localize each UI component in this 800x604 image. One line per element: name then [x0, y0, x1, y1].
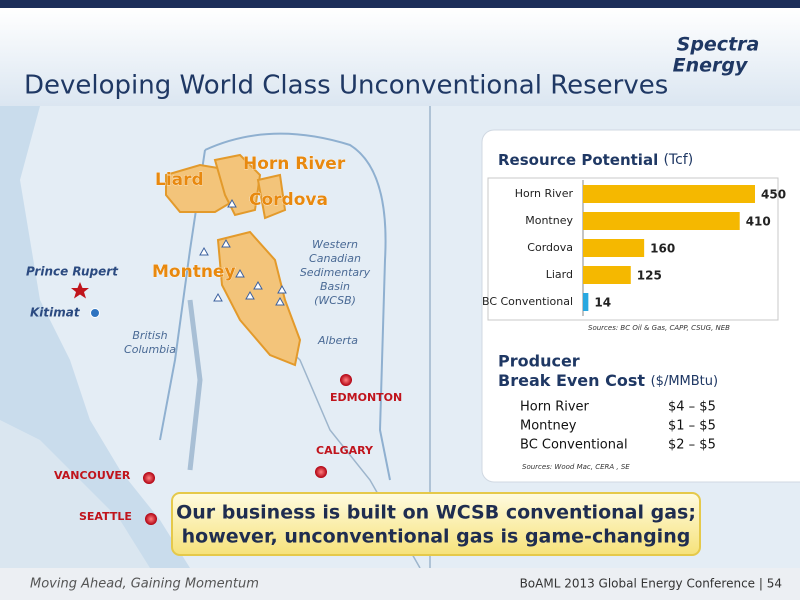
category-label: Cordova — [527, 241, 573, 254]
table-source: Sources: Wood Mac, CERA , SE — [522, 463, 630, 471]
city-label: CALGARY — [316, 444, 374, 457]
city-label: EDMONTON — [330, 391, 402, 404]
section-unit: ($/MMBtu) — [651, 374, 718, 389]
pipeline — [187, 299, 203, 471]
footer — [0, 568, 800, 600]
map-island — [0, 420, 150, 568]
cost-range: $1 – $5 — [668, 419, 716, 434]
region-label: Columbia — [124, 343, 176, 356]
city-label: VANCOUVER — [54, 469, 131, 482]
category-label: Liard — [546, 268, 573, 281]
montney-play — [216, 230, 302, 367]
wells — [199, 198, 287, 306]
value-label: 14 — [594, 296, 611, 310]
bar — [583, 239, 645, 257]
chart-source: Sources: BC Oil & Gas, CAPP, CSUG, NEB — [588, 324, 730, 332]
value-label: 125 — [637, 269, 662, 283]
bar — [583, 185, 755, 203]
category-label: Horn River — [515, 187, 574, 200]
logo: Energy — [673, 55, 749, 77]
section-title: Break Even Cost ($/MMBtu) — [498, 371, 718, 390]
value-label: 160 — [650, 242, 675, 256]
play-label: Montney — [152, 262, 236, 282]
city-dot — [340, 374, 352, 386]
cost-name: Montney — [520, 419, 577, 434]
liard-play — [165, 163, 237, 213]
callout — [171, 492, 701, 556]
callout-text: Our business is built on WCSB convention… — [176, 502, 696, 524]
bar — [583, 212, 740, 230]
category-label: BC Conventional — [482, 295, 573, 308]
play-label: Horn River — [243, 154, 346, 174]
header-bg — [0, 8, 800, 106]
top-band — [0, 0, 800, 8]
town-label: Prince Rupert — [26, 265, 119, 279]
city-label: SEATTLE — [79, 510, 132, 523]
basin-label: Western — [312, 238, 358, 251]
basin-label: (WCSB) — [314, 294, 356, 307]
chart-title-text: Resource Potential — [498, 151, 658, 169]
bar — [583, 293, 589, 311]
cost-range: $2 – $5 — [668, 438, 716, 453]
section-title-text: Break Even Cost — [498, 371, 645, 390]
slide-title: Developing World Class Unconventional Re… — [24, 71, 668, 101]
basin-label: Canadian — [309, 252, 361, 265]
bars: Horn River 450 Montney 410 Cordova 160 Liard 12… — [482, 185, 786, 311]
basin-label: Basin — [320, 280, 350, 293]
logo: Spectra — [677, 34, 760, 56]
bar — [583, 266, 631, 284]
callout-text: however, unconventional gas is game-chan… — [182, 526, 691, 548]
category-label: Montney — [525, 214, 573, 227]
wcsb-boundary — [204, 132, 391, 481]
star — [71, 282, 89, 299]
play-label: Liard — [155, 170, 204, 190]
city-dot — [315, 466, 327, 478]
cost-name: Horn River — [520, 400, 590, 415]
cost-table: Horn River $4 – $5 Montney $1 – $5 BC Conven… — [520, 400, 716, 453]
town-label: Kitimat — [30, 306, 81, 320]
value-label: 450 — [761, 188, 786, 202]
play-label: Cordova — [249, 190, 328, 210]
cost-range: $4 – $5 — [668, 400, 716, 415]
town-dot — [90, 308, 100, 318]
region-label: Alberta — [317, 334, 358, 347]
region-label: British — [132, 329, 167, 342]
chart-unit: (Tcf) — [663, 152, 693, 168]
horn-river-play — [213, 153, 262, 217]
city-dot — [145, 513, 157, 525]
basin-label: Sedimentary — [300, 266, 371, 279]
value-label: 410 — [746, 215, 771, 229]
section-title: Producer — [498, 352, 580, 371]
cordova-play — [256, 173, 287, 220]
city-dot — [143, 472, 155, 484]
footer-conference: BoAML 2013 Global Energy Conference | 54 — [520, 577, 782, 591]
cost-name: BC Conventional — [520, 438, 628, 453]
footer-tagline: Moving Ahead, Gaining Momentum — [30, 577, 259, 592]
chart-title: Resource Potential (Tcf) — [498, 151, 693, 169]
